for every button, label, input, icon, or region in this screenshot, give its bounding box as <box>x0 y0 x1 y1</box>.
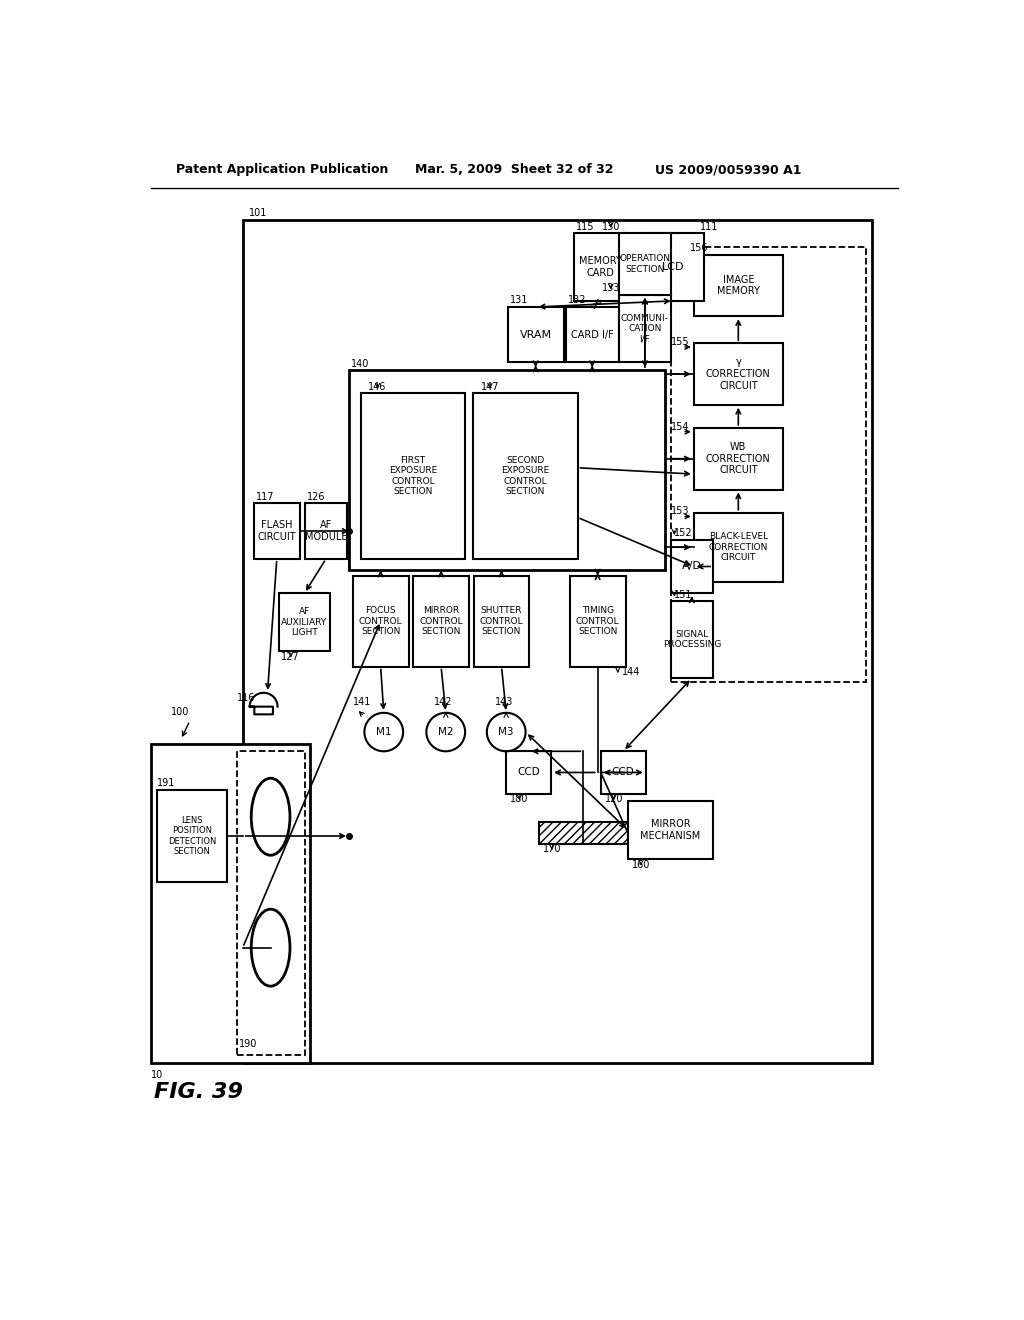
Text: MIRROR
CONTROL
SECTION: MIRROR CONTROL SECTION <box>419 606 463 636</box>
Text: Patent Application Publication: Patent Application Publication <box>176 164 388 176</box>
FancyBboxPatch shape <box>414 576 469 667</box>
FancyBboxPatch shape <box>693 428 783 490</box>
FancyBboxPatch shape <box>254 503 300 558</box>
FancyBboxPatch shape <box>643 234 703 301</box>
Text: A/D: A/D <box>682 561 701 572</box>
Text: OPERATION
SECTION: OPERATION SECTION <box>620 255 671 273</box>
Text: SHUTTER
CONTROL
SECTION: SHUTTER CONTROL SECTION <box>479 606 523 636</box>
FancyBboxPatch shape <box>671 247 866 682</box>
Text: FOCUS
CONTROL
SECTION: FOCUS CONTROL SECTION <box>358 606 402 636</box>
Text: 126: 126 <box>307 492 326 502</box>
FancyBboxPatch shape <box>506 751 551 793</box>
Polygon shape <box>250 693 278 714</box>
Text: US 2009/0059390 A1: US 2009/0059390 A1 <box>655 164 802 176</box>
Text: 190: 190 <box>239 1039 257 1049</box>
Text: 155: 155 <box>671 337 689 347</box>
Text: 111: 111 <box>700 222 718 231</box>
FancyBboxPatch shape <box>671 540 713 594</box>
Text: CCD: CCD <box>517 767 540 777</box>
Text: 152: 152 <box>675 528 693 539</box>
FancyBboxPatch shape <box>618 294 672 363</box>
FancyBboxPatch shape <box>237 751 305 1056</box>
FancyBboxPatch shape <box>349 370 665 570</box>
Text: BLACK-LEVEL
CORRECTION
CIRCUIT: BLACK-LEVEL CORRECTION CIRCUIT <box>709 532 768 562</box>
Text: VRAM: VRAM <box>519 330 552 339</box>
Text: 143: 143 <box>495 697 513 708</box>
Text: 146: 146 <box>369 381 387 392</box>
Text: FIRST
EXPOSURE
CONTROL
SECTION: FIRST EXPOSURE CONTROL SECTION <box>389 455 437 496</box>
Text: MEMORY
CARD: MEMORY CARD <box>579 256 622 277</box>
Text: LENS
POSITION
DETECTION
SECTION: LENS POSITION DETECTION SECTION <box>168 816 216 857</box>
Text: MIRROR
MECHANISM: MIRROR MECHANISM <box>640 820 700 841</box>
Text: 10: 10 <box>152 1071 164 1080</box>
Text: 191: 191 <box>158 779 176 788</box>
Text: LCD: LCD <box>663 261 685 272</box>
Text: Mar. 5, 2009  Sheet 32 of 32: Mar. 5, 2009 Sheet 32 of 32 <box>415 164 613 176</box>
Text: 131: 131 <box>510 296 528 305</box>
FancyBboxPatch shape <box>693 255 783 317</box>
Text: 151: 151 <box>675 590 693 599</box>
Text: 153: 153 <box>671 507 689 516</box>
Text: 116: 116 <box>237 693 255 702</box>
Text: AF
AUXILIARY
LIGHT: AF AUXILIARY LIGHT <box>282 607 328 638</box>
Text: γ
CORRECTION
CIRCUIT: γ CORRECTION CIRCUIT <box>706 358 771 391</box>
FancyBboxPatch shape <box>243 220 872 1063</box>
FancyBboxPatch shape <box>158 789 227 882</box>
Text: IMAGE
MEMORY: IMAGE MEMORY <box>717 275 760 296</box>
FancyBboxPatch shape <box>508 308 563 363</box>
Text: 127: 127 <box>282 652 300 663</box>
Text: 132: 132 <box>568 296 587 305</box>
FancyBboxPatch shape <box>628 801 713 859</box>
FancyBboxPatch shape <box>280 594 330 651</box>
FancyBboxPatch shape <box>360 393 465 558</box>
Text: 101: 101 <box>249 209 267 218</box>
FancyBboxPatch shape <box>566 308 618 363</box>
Text: TIMING
CONTROL
SECTION: TIMING CONTROL SECTION <box>575 606 620 636</box>
Text: 170: 170 <box>543 845 561 854</box>
Text: 117: 117 <box>256 492 274 502</box>
Text: 144: 144 <box>622 668 640 677</box>
Text: 133: 133 <box>601 284 620 293</box>
FancyBboxPatch shape <box>618 234 672 294</box>
Text: 156: 156 <box>690 243 709 253</box>
FancyBboxPatch shape <box>539 822 628 843</box>
FancyBboxPatch shape <box>693 343 783 405</box>
Text: CCD: CCD <box>612 767 635 777</box>
Text: M3: M3 <box>499 727 514 737</box>
Text: WB
CORRECTION
CIRCUIT: WB CORRECTION CIRCUIT <box>706 442 771 475</box>
Text: CARD I/F: CARD I/F <box>570 330 613 339</box>
Text: 142: 142 <box>434 697 453 708</box>
Text: 100: 100 <box>171 706 189 717</box>
Text: FIG. 39: FIG. 39 <box>154 1081 243 1102</box>
Text: 130: 130 <box>601 222 620 231</box>
FancyBboxPatch shape <box>474 576 529 667</box>
FancyBboxPatch shape <box>601 751 646 793</box>
FancyBboxPatch shape <box>152 743 310 1063</box>
Text: 115: 115 <box>575 222 595 231</box>
Text: COMMUNI-
CATION
I/F: COMMUNI- CATION I/F <box>621 314 669 343</box>
Text: 141: 141 <box>352 697 371 708</box>
Text: SIGNAL
PROCESSING: SIGNAL PROCESSING <box>663 630 721 649</box>
Text: 120: 120 <box>604 795 624 804</box>
Text: 147: 147 <box>480 381 499 392</box>
Text: M2: M2 <box>438 727 454 737</box>
FancyBboxPatch shape <box>671 601 713 678</box>
Text: SECOND
EXPOSURE
CONTROL
SECTION: SECOND EXPOSURE CONTROL SECTION <box>501 455 549 496</box>
FancyBboxPatch shape <box>352 576 409 667</box>
Text: FLASH
CIRCUIT: FLASH CIRCUIT <box>257 520 296 543</box>
FancyBboxPatch shape <box>305 503 347 558</box>
Text: 140: 140 <box>351 359 370 368</box>
FancyBboxPatch shape <box>693 512 783 582</box>
FancyBboxPatch shape <box>473 393 578 558</box>
Text: 180: 180 <box>510 795 528 804</box>
Text: 154: 154 <box>671 422 689 432</box>
Text: M1: M1 <box>376 727 391 737</box>
Text: 160: 160 <box>632 859 650 870</box>
FancyBboxPatch shape <box>573 234 627 301</box>
FancyBboxPatch shape <box>569 576 626 667</box>
Text: AF
MODULE: AF MODULE <box>305 520 347 543</box>
